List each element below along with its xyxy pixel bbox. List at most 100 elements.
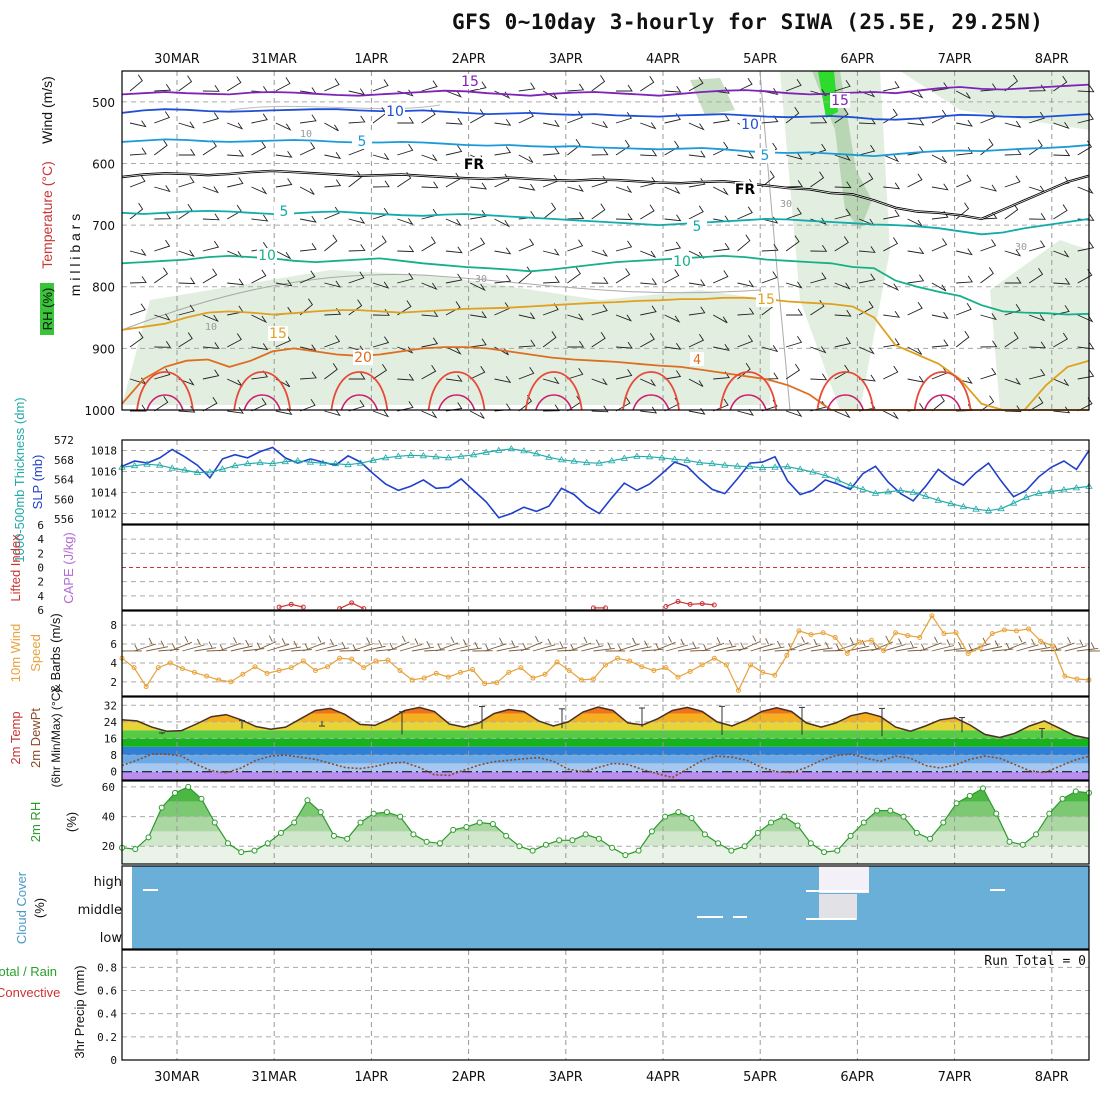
isotherm-30 bbox=[535, 394, 573, 411]
wind10-barb bbox=[931, 639, 955, 652]
rh-contour-label: 30 bbox=[475, 274, 487, 285]
isotherm-25 bbox=[622, 371, 680, 411]
rh2m-point bbox=[847, 832, 854, 839]
wind-barb bbox=[518, 238, 535, 252]
rh2m-point bbox=[516, 843, 523, 850]
wind-barb bbox=[324, 234, 338, 252]
wind-barb bbox=[761, 345, 779, 353]
wind10-barb bbox=[291, 643, 313, 652]
lifted-index-point bbox=[663, 603, 669, 609]
wind-barb bbox=[226, 204, 242, 220]
wind-barb bbox=[785, 281, 803, 289]
wind-barb bbox=[785, 363, 801, 380]
thickness-point bbox=[834, 476, 842, 483]
rh2m-point bbox=[966, 792, 973, 799]
wind-barb bbox=[567, 368, 584, 380]
wind-barb bbox=[494, 146, 512, 156]
wind-barb bbox=[251, 214, 269, 222]
slp-label: SLP (mb) bbox=[30, 455, 45, 510]
rh2m-point bbox=[635, 847, 642, 854]
wind10-point bbox=[977, 645, 983, 651]
wind-barb bbox=[469, 237, 486, 252]
rh2m-point bbox=[264, 840, 271, 847]
date-label-top: 8APR bbox=[1035, 52, 1069, 67]
slp-tick: 1016 bbox=[91, 466, 118, 479]
wind-barb bbox=[1004, 304, 1021, 316]
rh2m-point bbox=[622, 852, 629, 859]
date-label-bottom: 1APR bbox=[354, 1070, 388, 1085]
wind-barb bbox=[1028, 139, 1043, 156]
rh-band bbox=[122, 786, 1089, 802]
wind-barb bbox=[664, 140, 680, 156]
wind-barb bbox=[421, 80, 438, 92]
wind-barb bbox=[543, 404, 560, 412]
rh2m-point bbox=[993, 810, 1000, 817]
wind-barb bbox=[785, 207, 802, 220]
wind10-barb bbox=[835, 637, 858, 652]
wind10-tick: 4 bbox=[110, 657, 117, 670]
wind-barb bbox=[810, 171, 825, 188]
rh2m-point bbox=[1072, 788, 1079, 795]
wind10-barb bbox=[581, 639, 604, 652]
wind10-point bbox=[288, 665, 294, 671]
wind-barb bbox=[956, 275, 974, 284]
wind-barb bbox=[615, 240, 633, 252]
wind-barb bbox=[591, 175, 608, 188]
isotherm-label: 4 bbox=[693, 353, 701, 368]
temp2m-label: 2m Temp bbox=[8, 711, 23, 764]
thickness-label: 1000-500mb Thickness (dm) bbox=[12, 397, 27, 562]
isotherm-30 bbox=[340, 394, 379, 411]
wind-barb bbox=[640, 278, 658, 285]
wind-barb bbox=[980, 239, 997, 252]
rh2m-point bbox=[357, 819, 364, 826]
wind-barb bbox=[227, 149, 245, 157]
wind-barb bbox=[858, 246, 876, 253]
lifted-index-point bbox=[300, 604, 306, 610]
wind-barb bbox=[445, 145, 463, 156]
thickness-point bbox=[997, 504, 1005, 512]
wind-barb bbox=[858, 144, 876, 156]
temp-band bbox=[122, 707, 1089, 714]
wind-barb bbox=[591, 249, 608, 257]
rh2m-point bbox=[277, 829, 284, 836]
wind-barb bbox=[227, 278, 245, 286]
cloud-patch bbox=[697, 916, 723, 918]
wind-barb bbox=[202, 314, 219, 322]
rh-shading bbox=[122, 270, 770, 405]
wind-barb bbox=[664, 241, 682, 252]
li-tick: 6 bbox=[37, 604, 44, 617]
date-label-bottom: 4APR bbox=[646, 1070, 680, 1085]
wind10-barb bbox=[617, 637, 640, 652]
isotherm-label-bg bbox=[268, 326, 288, 341]
wind10-barb bbox=[786, 636, 809, 652]
wind-barb bbox=[300, 243, 317, 252]
wind-barb bbox=[1077, 314, 1094, 323]
wind-barb bbox=[591, 75, 606, 92]
wind-barb bbox=[785, 409, 803, 418]
isotherm bbox=[121, 83, 1090, 97]
thickness-point bbox=[130, 461, 139, 469]
lifted-index-point bbox=[276, 604, 282, 610]
wind10-barb bbox=[448, 639, 471, 652]
wind10-point bbox=[1013, 628, 1019, 634]
wind-barb bbox=[202, 342, 220, 349]
wind-barb bbox=[591, 203, 606, 220]
wind10-barb bbox=[121, 644, 142, 652]
wind-barb bbox=[883, 365, 899, 380]
temp-line bbox=[121, 706, 1090, 740]
wind10-barb bbox=[363, 639, 386, 652]
wind-barb bbox=[931, 282, 947, 292]
date-label-bottom: 5APR bbox=[743, 1070, 777, 1085]
rh2m-point bbox=[821, 849, 828, 856]
thickness-tick: 572 bbox=[54, 434, 74, 447]
wind10-tick: 2 bbox=[110, 676, 117, 689]
temp-band bbox=[122, 763, 1089, 772]
wind-barb bbox=[129, 175, 146, 188]
wind-barb bbox=[931, 238, 948, 252]
wind10-point bbox=[470, 667, 476, 673]
slp-line bbox=[121, 446, 1090, 519]
li-tick: 2 bbox=[37, 576, 44, 589]
wind-barb bbox=[664, 186, 681, 195]
thickness-point bbox=[721, 461, 729, 468]
wind-barb bbox=[251, 314, 268, 324]
